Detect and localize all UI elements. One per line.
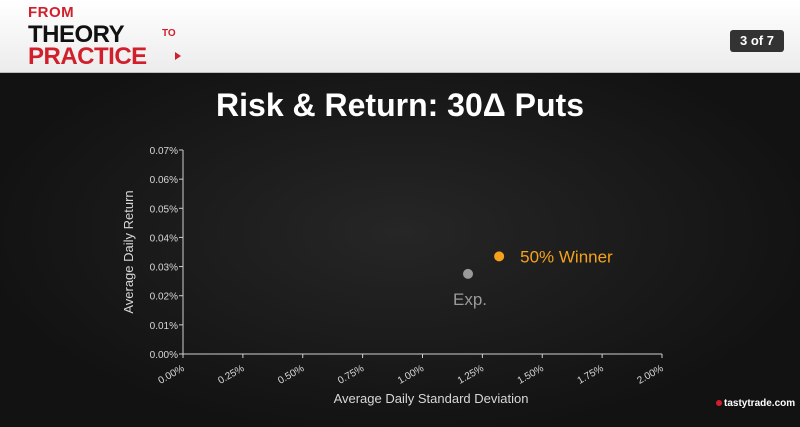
x-tick-label: 1.25% [456, 363, 486, 387]
page-indicator: 3 of 7 [730, 30, 784, 52]
logo-practice-text: PRACTICE [28, 43, 147, 70]
y-axis-label: Average Daily Return [121, 190, 136, 313]
x-tick-label: 0.50% [276, 363, 306, 387]
brand-logo: tastytrade.com [716, 398, 795, 409]
cherry-icon [716, 400, 722, 407]
y-tick-label: 0.04% [150, 233, 178, 244]
y-tick-label: 0.02% [150, 292, 178, 303]
logo-theory-text: THEORY [28, 21, 125, 48]
slide-background [0, 73, 800, 427]
x-tick-label: 1.00% [396, 363, 426, 387]
x-tick-label: 2.00% [635, 363, 665, 387]
y-tick-label: 0.07% [150, 146, 178, 157]
y-tick-label: 0.05% [150, 204, 178, 215]
data-point-label: 50% Winner [520, 247, 613, 266]
x-tick-label: 1.50% [516, 363, 546, 387]
y-tick-label: 0.01% [150, 321, 178, 332]
x-tick-label: 0.00% [156, 363, 186, 387]
chart-title: Risk & Return: 30Δ Puts [216, 87, 584, 123]
x-axis-label: Average Daily Standard Deviation [334, 391, 529, 406]
x-tick-label: 0.25% [216, 363, 246, 387]
brand-text: tastytrade.com [724, 398, 796, 409]
data-point [463, 268, 474, 279]
logo-from-text: FROM [28, 4, 75, 21]
header-banner: FROM THEORY TO PRACTICE 3 of 7 [0, 0, 800, 73]
play-arrow-icon [175, 52, 181, 60]
y-tick-label: 0.06% [150, 175, 178, 186]
x-tick-label: 1.75% [576, 363, 606, 387]
y-tick-label: 0.03% [150, 263, 178, 274]
x-tick-label: 0.75% [336, 363, 366, 387]
logo-to-text: TO [162, 28, 176, 39]
data-point [494, 251, 505, 262]
data-point-label: Exp. [453, 290, 487, 309]
y-tick-label: 0.00% [150, 350, 178, 361]
